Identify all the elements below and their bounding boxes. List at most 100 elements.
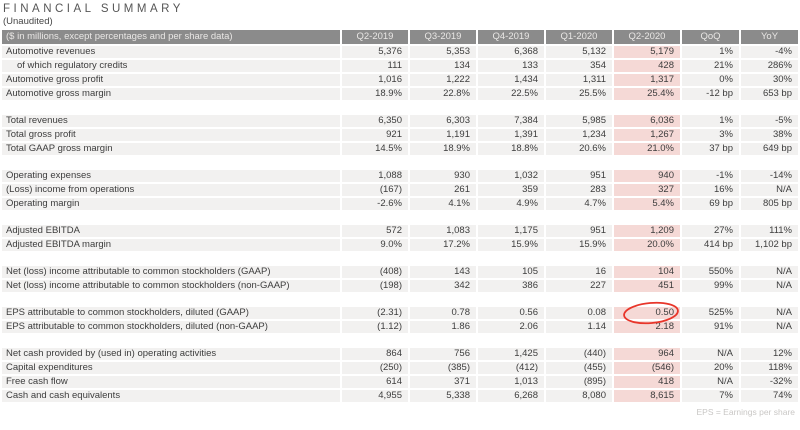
table-row: Adjusted EBITDA margin 9.0% 17.2% 15.9% …: [2, 239, 798, 251]
value-cell: 1,391: [478, 129, 544, 141]
value-cell-highlighted: 6,036: [614, 115, 680, 127]
value-cell: 1,016: [342, 74, 408, 86]
table-row: Cash and cash equivalents 4,955 5,338 6,…: [2, 390, 798, 402]
table-row: Total gross profit 921 1,191 1,391 1,234…: [2, 129, 798, 141]
value-cell: 414 bp: [682, 239, 739, 251]
row-label: Adjusted EBITDA margin: [2, 239, 340, 251]
financial-summary-table: ($ in millions, except percentages and p…: [0, 28, 800, 404]
value-cell: 18.8%: [478, 143, 544, 155]
table-row: Net (loss) income attributable to common…: [2, 266, 798, 278]
value-cell: 0%: [682, 74, 739, 86]
value-cell: 7,384: [478, 115, 544, 127]
table-row: Operating margin -2.6% 4.1% 4.9% 4.7% 5.…: [2, 198, 798, 210]
value-cell: 649 bp: [741, 143, 798, 155]
value-cell: 756: [410, 348, 476, 360]
value-cell: 5,132: [546, 46, 612, 58]
value-cell: 27%: [682, 225, 739, 237]
eps-gaap-q2-2020-value: 0.50: [655, 307, 675, 318]
value-cell: 921: [342, 129, 408, 141]
value-cell: -14%: [741, 170, 798, 182]
value-cell-highlighted: 418: [614, 376, 680, 388]
value-cell: N/A: [741, 280, 798, 292]
header-qoq: QoQ: [682, 30, 739, 44]
value-cell: -2.6%: [342, 198, 408, 210]
value-cell: -32%: [741, 376, 798, 388]
value-cell: 5,985: [546, 115, 612, 127]
section-spacer: [2, 294, 798, 305]
row-label: Automotive gross profit: [2, 74, 340, 86]
value-cell: (385): [410, 362, 476, 374]
value-cell: 22.5%: [478, 88, 544, 100]
value-cell: 283: [546, 184, 612, 196]
table-row: of which regulatory credits 111 134 133 …: [2, 60, 798, 72]
value-cell: (198): [342, 280, 408, 292]
section-spacer: [2, 335, 798, 346]
row-label: Operating margin: [2, 198, 340, 210]
value-cell: 6,303: [410, 115, 476, 127]
section-spacer: [2, 102, 798, 113]
value-cell: 550%: [682, 266, 739, 278]
value-cell: 614: [342, 376, 408, 388]
table-row: (Loss) income from operations (167) 261 …: [2, 184, 798, 196]
table-row: Free cash flow 614 371 1,013 (895) 418 N…: [2, 376, 798, 388]
value-cell: (167): [342, 184, 408, 196]
page-subtitle: (Unaudited): [3, 16, 53, 27]
value-cell: 1%: [682, 46, 739, 58]
value-cell-highlighted: 451: [614, 280, 680, 292]
value-cell: 7%: [682, 390, 739, 402]
value-cell: -4%: [741, 46, 798, 58]
value-cell: 1,234: [546, 129, 612, 141]
value-cell: 0.78: [410, 307, 476, 319]
value-cell: 16: [546, 266, 612, 278]
header-q2-2019: Q2-2019: [342, 30, 408, 44]
value-cell: 15.9%: [478, 239, 544, 251]
value-cell: 1,032: [478, 170, 544, 182]
value-cell: 20.6%: [546, 143, 612, 155]
value-cell: N/A: [741, 184, 798, 196]
value-cell: 15.9%: [546, 239, 612, 251]
value-cell: 30%: [741, 74, 798, 86]
value-cell: 4,955: [342, 390, 408, 402]
value-cell: 371: [410, 376, 476, 388]
section-spacer: [2, 212, 798, 223]
row-label: Adjusted EBITDA: [2, 225, 340, 237]
value-cell: 14.5%: [342, 143, 408, 155]
value-cell: 386: [478, 280, 544, 292]
header-q3-2019: Q3-2019: [410, 30, 476, 44]
value-cell: N/A: [741, 321, 798, 333]
row-label: of which regulatory credits: [2, 60, 340, 72]
value-cell: 4.9%: [478, 198, 544, 210]
value-cell: 951: [546, 170, 612, 182]
header-q2-2020: Q2-2020: [614, 30, 680, 44]
row-label: Net (loss) income attributable to common…: [2, 280, 340, 292]
value-cell: N/A: [741, 307, 798, 319]
value-cell-highlighted: 327: [614, 184, 680, 196]
value-cell: 111: [342, 60, 408, 72]
value-cell: 143: [410, 266, 476, 278]
value-cell-highlighted: 964: [614, 348, 680, 360]
row-label: Automotive revenues: [2, 46, 340, 58]
value-cell: 22.8%: [410, 88, 476, 100]
header-q1-2020: Q1-2020: [546, 30, 612, 44]
value-cell: 6,268: [478, 390, 544, 402]
value-cell: 37 bp: [682, 143, 739, 155]
value-cell: 9.0%: [342, 239, 408, 251]
value-cell: 1,175: [478, 225, 544, 237]
value-cell: 1,311: [546, 74, 612, 86]
value-cell: 1,222: [410, 74, 476, 86]
row-label: EPS attributable to common stockholders,…: [2, 307, 340, 319]
header-yoy: YoY: [741, 30, 798, 44]
value-cell: (455): [546, 362, 612, 374]
row-label: Operating expenses: [2, 170, 340, 182]
row-label: Free cash flow: [2, 376, 340, 388]
value-cell: 227: [546, 280, 612, 292]
value-cell-highlighted: 5.4%: [614, 198, 680, 210]
value-cell: 99%: [682, 280, 739, 292]
value-cell: 38%: [741, 129, 798, 141]
value-cell: 1,191: [410, 129, 476, 141]
row-label: Automotive gross margin: [2, 88, 340, 100]
value-cell-highlighted: 428: [614, 60, 680, 72]
value-cell: 286%: [741, 60, 798, 72]
value-cell: (2.31): [342, 307, 408, 319]
value-cell: 6,350: [342, 115, 408, 127]
